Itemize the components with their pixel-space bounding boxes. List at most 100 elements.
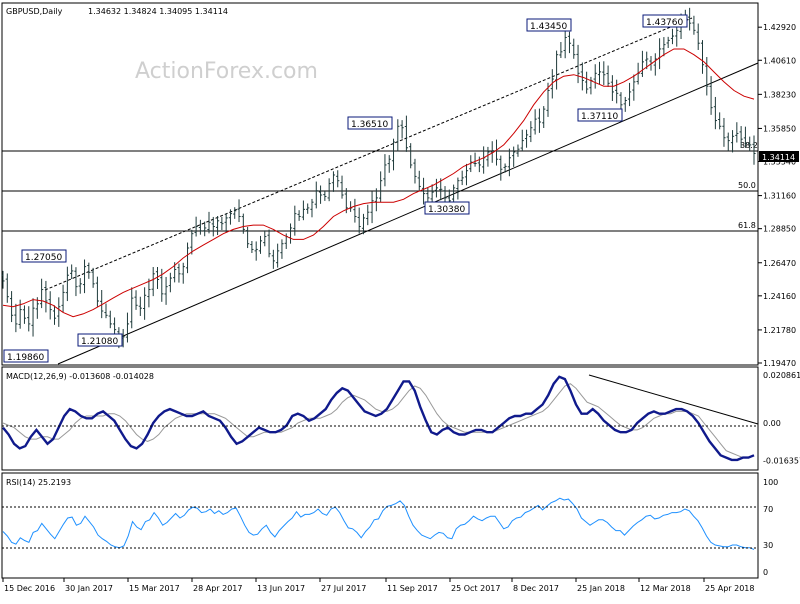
candle [250,241,254,254]
fib-label-500: 50.0 [738,181,756,190]
price-label: 1.27050 [21,249,67,263]
candle [400,120,404,139]
candle [228,209,233,225]
rsi-panel-frame [1,472,759,579]
y-tick-label: 1.28850 [763,225,796,234]
candle [546,82,550,117]
candle [662,37,666,57]
candle [276,243,280,268]
candle [653,53,657,76]
candle [516,144,520,157]
candle [147,278,151,308]
candle [396,119,400,152]
candle [323,190,327,201]
price-label: 1.30380 [424,201,470,215]
candle [366,204,370,226]
candle [421,177,426,205]
x-tick-label: 12 Mar 2018 [640,584,691,593]
candle [507,148,511,177]
candle [301,200,305,221]
candle [709,76,713,115]
watermark-text: ActionForex.com [135,59,318,84]
macd-line [2,375,755,462]
candle [224,213,228,233]
price-label: 1.21080 [77,333,123,347]
rsi-line [2,497,755,550]
candle [100,290,104,319]
candle [164,276,168,305]
y-tick-label: 1.35850 [763,124,796,133]
candle [572,38,576,59]
candle [696,23,700,50]
candle [91,267,95,288]
x-tick-label: 15 Dec 2016 [4,584,55,593]
candle [297,210,301,221]
candle [211,216,215,237]
candle [430,184,434,204]
candle [606,65,610,87]
candle [357,207,361,234]
candle [486,146,490,167]
macd-y-axis: 0.020861 0.00 -0.016357 [763,371,800,466]
candle [640,50,645,77]
candle [512,146,516,167]
candle [464,163,469,186]
svg-text:1.21080: 1.21080 [81,337,118,347]
svg-text:1.37110: 1.37110 [581,112,618,122]
fib-levels: 38.2 50.0 61.8 [2,141,758,232]
candle [78,278,82,294]
candle [336,170,340,188]
candle [74,267,78,297]
candle [387,155,391,173]
candle [70,264,74,280]
candle [688,7,692,31]
candle [82,259,87,294]
candle [14,303,18,333]
candle [713,96,717,130]
fib-label-618: 61.8 [738,221,756,230]
candle [752,135,756,165]
macd-signal-line [2,383,755,459]
candle [370,191,374,224]
candle [739,126,743,148]
candle [138,296,142,316]
candle [61,284,65,312]
y-tick-label: 1.24160 [763,292,796,301]
candle [692,15,696,35]
macd-series [2,375,755,462]
candle [314,181,318,209]
candle [155,267,160,289]
candle [391,138,396,171]
candle [623,96,627,112]
candle [151,267,155,297]
candle [306,203,310,214]
candle [134,290,138,310]
candle [499,155,503,181]
y-tick-label: 1.33540 [763,158,796,167]
x-tick-label: 25 Oct 2017 [451,584,500,593]
rsi-tick-label: 30 [763,541,773,550]
candle [104,303,108,319]
candle [215,216,220,236]
date-x-axis: 15 Dec 2016 30 Jan 2017 15 Mar 2017 28 Apr … [2,578,754,593]
price-label: 1.36510 [347,116,393,130]
candle [44,280,48,313]
candle [597,61,602,85]
sma-line [2,48,755,318]
candle [456,177,460,200]
candle [529,121,533,143]
candle [185,242,190,274]
candle [417,170,421,192]
candle [344,188,348,214]
y-tick-label: 1.38230 [763,90,796,99]
price-panel-frame [1,2,759,366]
candle [340,175,344,199]
candle [503,163,507,173]
candle [632,74,636,101]
candle [533,109,537,135]
candle [198,219,203,235]
candle [610,75,614,101]
candle [413,158,417,184]
candle [280,239,284,259]
